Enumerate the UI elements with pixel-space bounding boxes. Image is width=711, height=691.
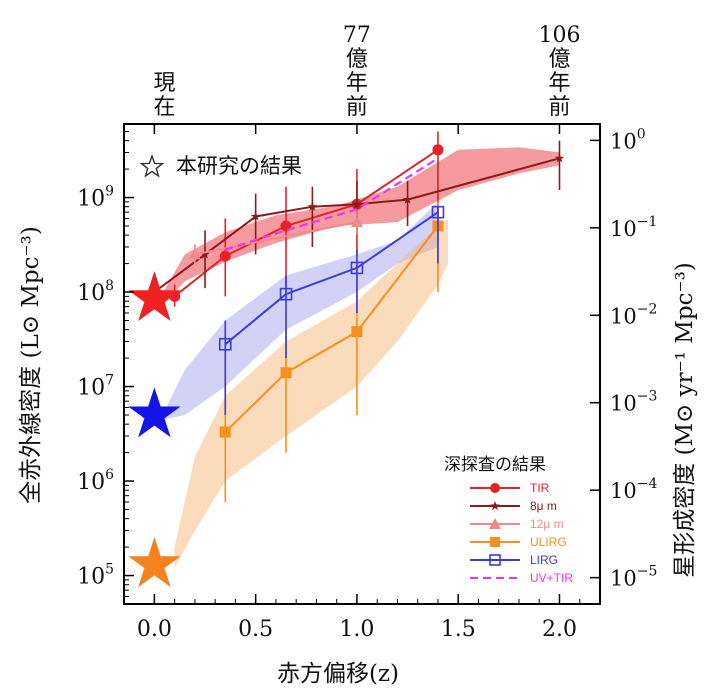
x-tick-label: 1.0 <box>339 617 374 642</box>
confidence-bands <box>164 147 560 569</box>
legend-item-2: 12μ m <box>470 517 564 531</box>
this-work-star-1 <box>128 387 181 438</box>
data-point <box>250 211 261 221</box>
y-tick-label: 107 <box>77 373 114 401</box>
y-tick-label: 106 <box>77 467 114 495</box>
band-2 <box>174 218 449 569</box>
legend-title: 深探査の結果 <box>444 455 546 475</box>
y-right-tick-label: 10−1 <box>610 214 657 241</box>
this-work-star-2 <box>128 537 181 588</box>
series-line <box>224 225 439 433</box>
top-label-2-line: 106 <box>538 23 580 48</box>
data-point <box>351 326 363 338</box>
top-label-1-line: 前 <box>346 95 368 120</box>
legend-marker <box>490 501 500 510</box>
y-tick-label: 108 <box>77 278 114 306</box>
y-right-tick-label: 10−3 <box>610 389 657 416</box>
top-label-1-line: 億 <box>346 47 368 72</box>
legend-item-3: ULIRG <box>470 535 567 549</box>
legend-label: 12μ m <box>530 517 564 531</box>
data-point <box>218 337 232 351</box>
y-right-tick-label: 10−5 <box>610 564 657 591</box>
legend-item-0: TIR <box>470 481 550 495</box>
legend-marker <box>490 537 500 547</box>
y-tick-label: 105 <box>77 562 114 590</box>
x-tick-label: 2.0 <box>542 617 577 642</box>
y-tick-label: 109 <box>77 184 114 212</box>
data-point <box>307 201 318 211</box>
plot-frame <box>123 123 601 605</box>
band-1 <box>164 201 438 420</box>
this-work-stars <box>128 271 181 588</box>
data-point <box>219 250 231 262</box>
data-point <box>200 249 210 259</box>
data-point <box>350 216 363 228</box>
data-point <box>352 199 362 209</box>
y-right-tick-label: 10−4 <box>610 476 657 503</box>
legend-marker <box>490 483 500 493</box>
data-series <box>149 131 565 503</box>
data-point <box>402 194 413 204</box>
axis-ticks: 0.0 0.5 1.0 1.5 2.0 105 106 107 108 109 10−5 10−4 10… <box>77 123 657 642</box>
legend-label: TIR <box>530 481 550 495</box>
legend-label: UV+TIR <box>530 571 573 585</box>
top-label-2-line: 年 <box>548 71 570 96</box>
annotation: 本研究の結果 <box>139 153 302 178</box>
data-point <box>279 287 293 301</box>
data-point <box>554 153 565 163</box>
top-label-2-line: 前 <box>548 95 570 120</box>
series-4 <box>218 205 445 415</box>
legend-marker <box>489 554 501 566</box>
series-line <box>224 157 439 251</box>
top-label-2-line: 億 <box>548 47 570 72</box>
series-line <box>194 221 358 256</box>
x-tick-label: 0.0 <box>137 617 172 642</box>
annotation-text: 本研究の結果 <box>176 154 302 178</box>
data-point <box>280 367 292 379</box>
x-tick-label: 0.5 <box>238 617 273 642</box>
this-work-star-0 <box>128 271 181 321</box>
y-right-tick-label: 100 <box>610 126 646 153</box>
x-axis-title: 赤方偏移(z) <box>277 661 399 687</box>
legend-label: ULIRG <box>530 535 567 549</box>
annotation-star-icon <box>139 153 165 178</box>
data-point <box>432 144 444 156</box>
data-point <box>350 261 364 275</box>
legend-label: LIRG <box>530 553 558 567</box>
x-tick-label: 1.5 <box>441 617 476 642</box>
legend-item-4: LIRG <box>470 553 558 567</box>
top-label-1-line: 77 <box>343 23 371 48</box>
legend-label: 8μ m <box>530 499 557 513</box>
top-label-0-line: 在 <box>154 95 176 120</box>
series-2 <box>188 209 363 264</box>
legend-item-5: UV+TIR <box>470 571 573 585</box>
top-label-0-line: 現 <box>154 71 176 96</box>
y-right-tick-label: 10−2 <box>610 301 657 328</box>
data-point <box>188 248 201 260</box>
legend-marker <box>489 518 501 529</box>
y-right-axis-title: 星形成密度 (M⊙ yr⁻¹ Mpc⁻³) <box>672 262 698 578</box>
top-label-1-line: 年 <box>346 71 368 96</box>
series-5 <box>224 157 439 251</box>
legend-item-1: 8μ m <box>470 499 557 513</box>
band-0 <box>164 147 560 304</box>
series-line <box>224 211 439 346</box>
y-axis-title: 全赤外線密度 (L⊙ Mpc⁻³) <box>18 226 44 504</box>
data-point <box>219 426 231 438</box>
legend: 深探査の結果 TIR 8μ m 12μ m ULIRG LIRG UV+TIR <box>444 455 573 585</box>
data-point <box>431 205 445 219</box>
